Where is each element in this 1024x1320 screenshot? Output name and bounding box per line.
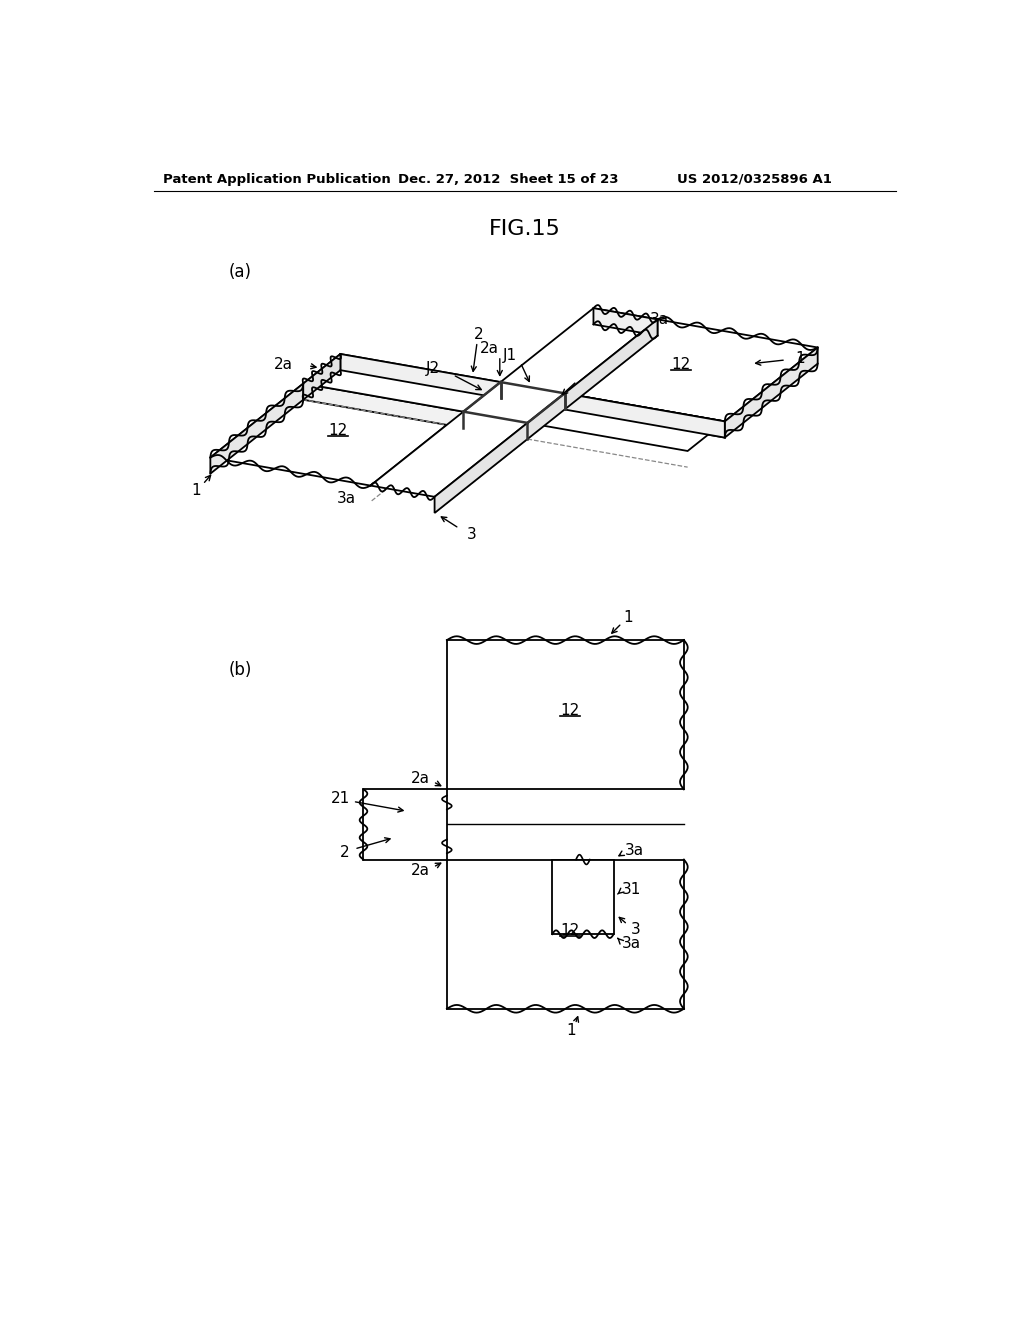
- Polygon shape: [725, 347, 818, 438]
- Polygon shape: [446, 640, 684, 789]
- Text: 2a: 2a: [411, 863, 430, 878]
- Text: 1: 1: [191, 483, 202, 498]
- Text: 2a: 2a: [411, 771, 430, 785]
- Text: J2: J2: [426, 362, 440, 376]
- Text: J3: J3: [580, 367, 594, 381]
- Polygon shape: [564, 319, 818, 421]
- Polygon shape: [446, 859, 684, 1008]
- Polygon shape: [210, 384, 303, 474]
- Text: 3: 3: [467, 527, 476, 543]
- Polygon shape: [552, 859, 613, 935]
- Text: 12: 12: [560, 704, 580, 718]
- Text: 2a: 2a: [480, 341, 499, 355]
- Text: 2: 2: [340, 845, 349, 859]
- Text: 1: 1: [566, 1023, 577, 1038]
- Text: 3a: 3a: [337, 491, 356, 506]
- Text: 12: 12: [671, 356, 690, 372]
- Text: Patent Application Publication: Patent Application Publication: [163, 173, 391, 186]
- Text: 12: 12: [560, 923, 580, 937]
- Text: 2a: 2a: [273, 358, 293, 372]
- Polygon shape: [303, 354, 340, 400]
- Text: 3: 3: [631, 921, 640, 937]
- Text: J1: J1: [503, 348, 517, 363]
- Polygon shape: [594, 308, 657, 335]
- Text: 3a: 3a: [650, 313, 670, 327]
- Polygon shape: [303, 354, 725, 451]
- Text: Dec. 27, 2012  Sheet 15 of 23: Dec. 27, 2012 Sheet 15 of 23: [397, 173, 618, 186]
- Text: (a): (a): [229, 263, 252, 281]
- Text: 3a: 3a: [625, 843, 643, 858]
- Text: (b): (b): [229, 661, 253, 678]
- Text: 12: 12: [329, 424, 348, 438]
- Text: 3a: 3a: [622, 936, 640, 950]
- Text: FIG.15: FIG.15: [488, 219, 561, 239]
- Polygon shape: [364, 789, 446, 859]
- Text: 1: 1: [624, 610, 633, 624]
- Polygon shape: [340, 354, 725, 438]
- Polygon shape: [303, 384, 464, 428]
- Polygon shape: [371, 308, 657, 496]
- Text: US 2012/0325896 A1: US 2012/0325896 A1: [677, 173, 831, 186]
- Text: 2: 2: [474, 327, 483, 342]
- Polygon shape: [210, 384, 464, 486]
- Text: 21: 21: [331, 791, 349, 805]
- Text: 1: 1: [796, 351, 805, 366]
- Polygon shape: [434, 319, 657, 513]
- Text: 31: 31: [622, 882, 641, 896]
- Polygon shape: [564, 393, 725, 438]
